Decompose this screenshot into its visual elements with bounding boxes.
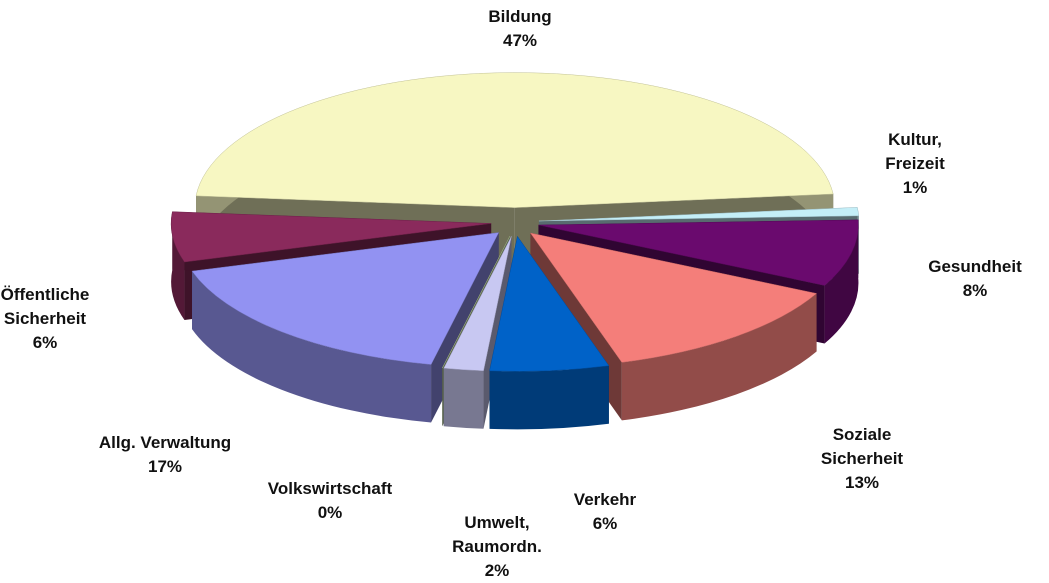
slice-label: Verkehr xyxy=(574,490,637,509)
value-label: 6% xyxy=(593,514,618,533)
slice-label: Bildung xyxy=(488,7,551,26)
slice xyxy=(195,72,834,208)
slice-label-line: Öffentliche xyxy=(1,285,90,304)
slice-label-line: Raumordn. xyxy=(452,537,542,556)
slice xyxy=(529,232,818,363)
slice xyxy=(538,207,859,222)
slice-label: Soziale Sicherheit xyxy=(821,425,904,468)
slice-side xyxy=(489,365,609,430)
slice-side xyxy=(824,219,859,344)
value-label: 47% xyxy=(503,31,537,50)
slice xyxy=(489,235,610,430)
slice-label-line: Kultur, xyxy=(888,130,942,149)
slice-side xyxy=(171,211,185,321)
slice xyxy=(538,219,859,286)
slice-label: Öffentliche Sicherheit xyxy=(1,285,90,328)
slice-label-line: Umwelt, xyxy=(464,513,529,532)
value-label: 17% xyxy=(148,457,182,476)
value-label: 6% xyxy=(33,333,58,352)
slice xyxy=(170,211,492,263)
slice-side xyxy=(621,293,817,421)
slice-label: Kultur, Freizeit xyxy=(885,130,945,173)
slice-label-line: Allg. Verwaltung xyxy=(99,433,231,452)
slice-side xyxy=(192,271,432,423)
slice-label: Umwelt, Raumordn. xyxy=(452,513,542,556)
slice-side xyxy=(443,368,484,429)
value-label: 2% xyxy=(485,561,510,580)
slice-label: Gesundheit xyxy=(928,257,1022,276)
slice-label-line: Soziale xyxy=(833,425,892,444)
slice xyxy=(489,235,610,372)
value-label: 8% xyxy=(963,281,988,300)
slice-label: Allg. Verwaltung xyxy=(99,433,231,452)
slice-label-line: Verkehr xyxy=(574,490,637,509)
slice-label-line: Volkswirtschaft xyxy=(268,479,393,498)
slice xyxy=(191,232,500,365)
value-label: 0% xyxy=(318,503,343,522)
slice-label-line: Sicherheit xyxy=(821,449,904,468)
value-label: 13% xyxy=(845,473,879,492)
slice-label-line: Sicherheit xyxy=(4,309,87,328)
value-label: 1% xyxy=(903,178,928,197)
slice-label-line: Bildung xyxy=(488,7,551,26)
slice-label-line: Gesundheit xyxy=(928,257,1022,276)
slice-label-line: Freizeit xyxy=(885,154,945,173)
slice-label: Volkswirtschaft xyxy=(268,479,393,498)
slice xyxy=(443,236,512,371)
